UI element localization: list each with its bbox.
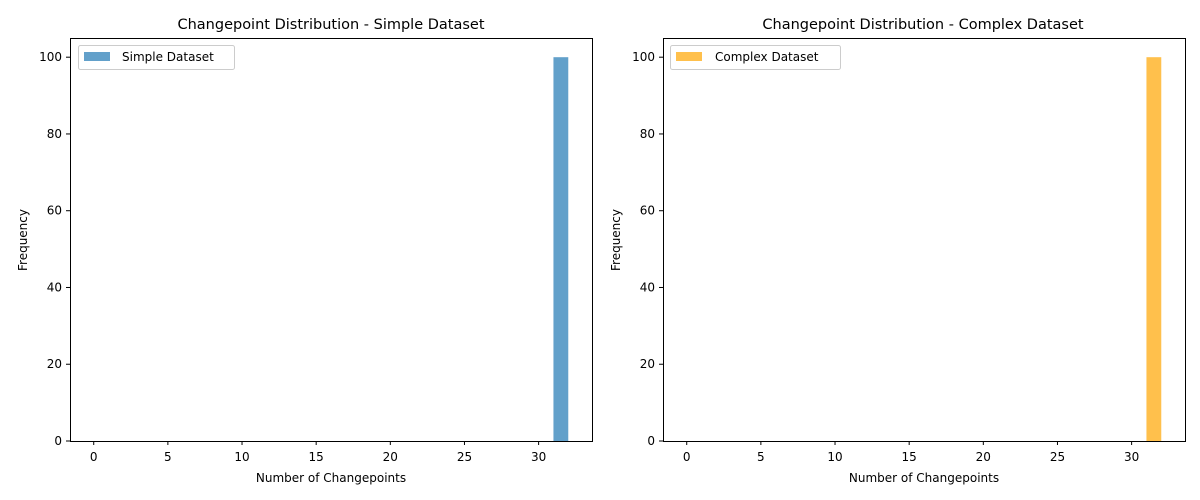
legend-label-simple-dataset: Simple Dataset (122, 50, 214, 64)
y-tick-label: 100 (632, 50, 655, 64)
y-tick-label: 60 (47, 204, 62, 218)
x-tick-label: 25 (457, 450, 472, 464)
y-tick-label: 40 (47, 280, 62, 294)
x-tick-label: 10 (827, 450, 842, 464)
legend: Simple Dataset (78, 45, 235, 70)
y-tick-label: 20 (640, 357, 655, 371)
y-tick-label: 80 (640, 127, 655, 141)
y-axis-label: Frequency (16, 209, 30, 271)
legend-swatch-simple-dataset (84, 52, 110, 61)
chart-title: Changepoint Distribution - Simple Datase… (177, 17, 484, 33)
plot-area (553, 57, 569, 441)
plot-area (1146, 57, 1162, 441)
x-tick-label: 30 (531, 450, 546, 464)
y-axis-label: Frequency (609, 209, 623, 271)
legend: Complex Dataset (670, 45, 841, 70)
chart-title: Changepoint Distribution - Complex Datas… (762, 17, 1083, 33)
legend-swatch-complex-dataset (676, 52, 702, 61)
y-tick-label: 100 (39, 50, 62, 64)
simple-dataset-panel: Changepoint Distribution - Simple Datase… (16, 17, 593, 485)
x-tick-label: 30 (1124, 450, 1139, 464)
legend-label-complex-dataset: Complex Dataset (715, 50, 819, 64)
x-tick-label: 25 (1050, 450, 1065, 464)
x-tick-label: 0 (90, 450, 98, 464)
x-axis-label: Number of Changepoints (849, 471, 999, 485)
axes-frame (663, 38, 1186, 442)
x-tick-label: 15 (309, 450, 324, 464)
y-tick-label: 80 (47, 127, 62, 141)
x-axis-label: Number of Changepoints (256, 471, 406, 485)
histogram-bar (1146, 57, 1162, 441)
y-tick-label: 20 (47, 357, 62, 371)
complex-dataset-panel: Changepoint Distribution - Complex Datas… (609, 17, 1186, 485)
y-tick-label: 40 (640, 280, 655, 294)
y-tick-label: 60 (640, 204, 655, 218)
x-tick-label: 5 (757, 450, 765, 464)
x-tick-label: 15 (902, 450, 917, 464)
axes-frame (70, 38, 593, 442)
legend-box (78, 45, 235, 70)
x-tick-label: 10 (234, 450, 249, 464)
histogram-bar (553, 57, 569, 441)
legend-box (670, 45, 841, 70)
x-tick-label: 20 (976, 450, 991, 464)
x-tick-label: 20 (383, 450, 398, 464)
x-tick-label: 5 (164, 450, 172, 464)
x-tick-label: 0 (683, 450, 691, 464)
y-tick-label: 0 (647, 434, 655, 448)
y-tick-label: 0 (54, 434, 62, 448)
